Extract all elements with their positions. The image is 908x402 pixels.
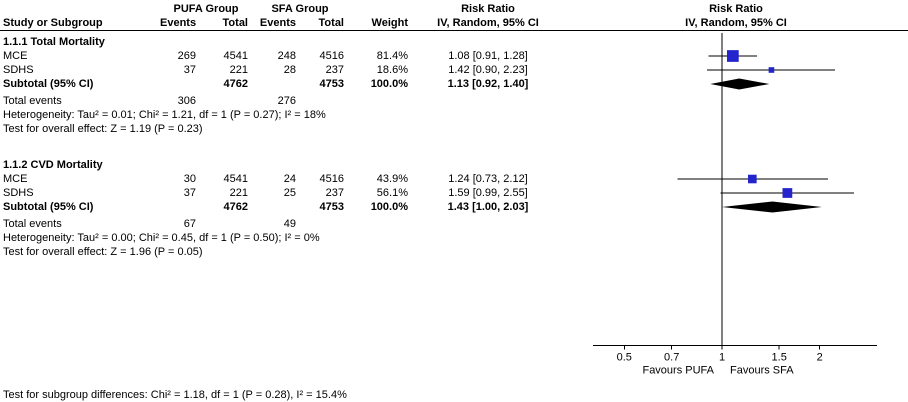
weight-cell: 56.1% <box>376 187 408 199</box>
study-name: SDHS <box>3 64 34 76</box>
total-cell <box>200 217 252 231</box>
study-col-spacer <box>0 2 160 16</box>
ci-text-cell: 1.24 [0.73, 2.12] <box>448 173 528 185</box>
ci-text-cell: 1.59 [0.99, 2.55] <box>448 187 528 199</box>
events-cell: 67 <box>183 218 196 230</box>
study-row: MCE 30 4541 24 4516 43.9% 1.24 [0.73, 2.… <box>0 172 908 186</box>
svg-text:0.7: 0.7 <box>664 352 679 364</box>
events-cell <box>252 77 300 91</box>
weight-cell: 18.6% <box>376 64 408 76</box>
total-cell: 221 <box>229 64 248 76</box>
subtotal-label: Subtotal (95% CI) <box>3 201 94 213</box>
total-cell: 4753 <box>319 201 344 213</box>
total-cell: 4516 <box>319 173 344 185</box>
risk-ratio-plot-header: Risk Ratio <box>709 3 763 15</box>
events-cell <box>252 200 300 214</box>
subtotal-row: Subtotal (95% CI) 4762 4753 100.0% 1.43 … <box>0 200 908 214</box>
study-subgroup-header: Study or Subgroup <box>3 17 103 29</box>
total-cell: 4762 <box>223 78 248 90</box>
ci-method-col-header: IV, Random, 95% CI <box>437 17 539 29</box>
svg-text:2: 2 <box>817 352 823 364</box>
subtotal-row: Subtotal (95% CI) 4762 4753 100.0% 1.13 … <box>0 77 908 91</box>
sfa-group-header: SFA Group <box>271 3 329 15</box>
svg-text:Favours PUFA: Favours PUFA <box>642 365 714 377</box>
events-cell: 37 <box>183 64 196 76</box>
events-cell: 306 <box>177 95 196 107</box>
ci-text-cell: 1.13 [0.92, 1.40] <box>447 78 529 90</box>
total-cell: 237 <box>325 187 344 199</box>
study-row: SDHS 37 221 25 237 56.1% 1.59 [0.99, 2.5… <box>0 186 908 200</box>
sfa-events-header: Events <box>259 17 296 29</box>
events-cell <box>160 77 200 91</box>
total-events-label: Total events <box>3 218 62 230</box>
sfa-total-header: Total <box>318 17 344 29</box>
events-cell: 30 <box>183 173 196 185</box>
events-cell: 37 <box>183 187 196 199</box>
pufa-events-header: Events <box>160 17 197 29</box>
table-header: PUFA Group SFA Group Risk Ratio Risk Rat… <box>0 0 908 31</box>
heterogeneity-text: Heterogeneity: Tau² = 0.01; Chi² = 1.21,… <box>3 109 326 121</box>
total-cell: 4516 <box>319 50 344 62</box>
events-cell: 28 <box>283 64 296 76</box>
events-cell: 24 <box>283 173 296 185</box>
ci-method-plot-header: IV, Random, 95% CI <box>685 17 787 29</box>
subgroup-title: 1.1.2 CVD Mortality <box>3 159 103 171</box>
study-name: MCE <box>3 173 28 185</box>
ci-text-cell: 1.08 [0.91, 1.28] <box>448 50 528 62</box>
weight-header: Weight <box>371 17 408 29</box>
events-cell: 49 <box>283 218 296 230</box>
subgroup-total-mortality: 1.1.1 Total Mortality MCE 269 4541 248 4… <box>0 35 908 136</box>
heterogeneity-text: Heterogeneity: Tau² = 0.00; Chi² = 0.45,… <box>3 232 320 244</box>
events-cell: 25 <box>283 187 296 199</box>
total-cell: 4762 <box>223 201 248 213</box>
total-cell: 237 <box>325 64 344 76</box>
subtotal-label: Subtotal (95% CI) <box>3 78 94 90</box>
subgroup-title-row: 1.1.2 CVD Mortality <box>0 158 908 172</box>
group-header-row: PUFA Group SFA Group Risk Ratio Risk Rat… <box>0 2 908 16</box>
subgroup-differences-text: Test for subgroup differences: Chi² = 1.… <box>3 389 347 401</box>
pufa-total-header: Total <box>222 17 248 29</box>
events-cell: 276 <box>277 95 296 107</box>
pufa-group-header: PUFA Group <box>173 3 239 15</box>
ci-text-cell: 1.43 [1.00, 2.03] <box>447 201 529 213</box>
weight-cell: 81.4% <box>376 50 408 62</box>
events-cell <box>160 200 200 214</box>
risk-ratio-col-header: Risk Ratio <box>461 3 515 15</box>
svg-text:0.5: 0.5 <box>617 352 632 364</box>
total-cell: 4753 <box>319 78 344 90</box>
total-cell: 221 <box>229 187 248 199</box>
weight-cell: 100.0% <box>370 201 408 213</box>
svg-text:1: 1 <box>719 352 725 364</box>
total-cell: 4541 <box>223 50 248 62</box>
subgroup-title-row: 1.1.1 Total Mortality <box>0 35 908 49</box>
svg-text:Favours SFA: Favours SFA <box>730 365 794 377</box>
total-cell <box>200 94 252 108</box>
weight-cell: 43.9% <box>376 173 408 185</box>
study-row: SDHS 37 221 28 237 18.6% 1.42 [0.90, 2.2… <box>0 63 908 77</box>
column-header-row: Study or Subgroup Events Total Events To… <box>0 16 908 30</box>
study-name: MCE <box>3 50 28 62</box>
subgroup-title: 1.1.1 Total Mortality <box>3 36 105 48</box>
total-events-row: Total events 306 276 <box>0 94 908 108</box>
subgroup-cvd-mortality: 1.1.2 CVD Mortality MCE 30 4541 24 4516 … <box>0 158 908 259</box>
overall-effect-text: Test for overall effect: Z = 1.19 (P = 0… <box>3 123 203 135</box>
total-events-row: Total events 67 49 <box>0 217 908 231</box>
study-row: MCE 269 4541 248 4516 81.4% 1.08 [0.91, … <box>0 49 908 63</box>
total-events-label: Total events <box>3 95 62 107</box>
study-name: SDHS <box>3 187 34 199</box>
weight-col-spacer <box>348 2 412 16</box>
events-cell: 269 <box>177 50 196 62</box>
overall-effect-text: Test for overall effect: Z = 1.96 (P = 0… <box>3 246 203 258</box>
total-cell: 4541 <box>223 173 248 185</box>
events-cell: 248 <box>277 50 296 62</box>
weight-cell: 100.0% <box>370 78 408 90</box>
ci-text-cell: 1.42 [0.90, 2.23] <box>448 64 528 76</box>
svg-text:1.5: 1.5 <box>772 352 787 364</box>
